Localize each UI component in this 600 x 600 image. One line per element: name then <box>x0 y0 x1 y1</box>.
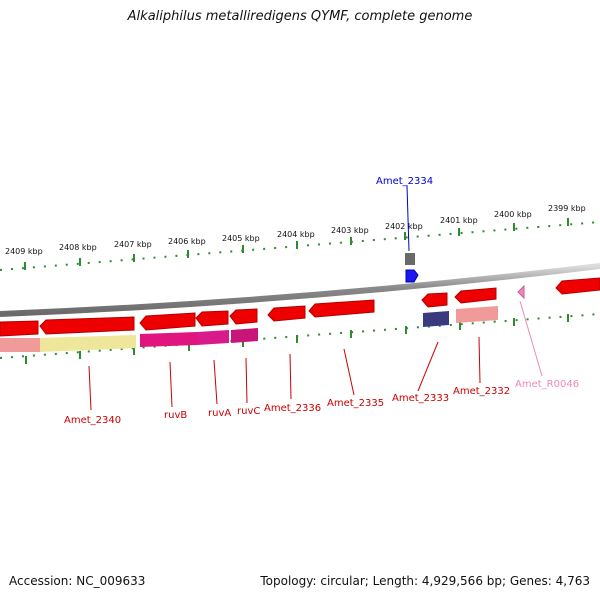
gene-class-row <box>0 306 498 352</box>
genome-title: Alkaliphilus metalliredigens QYMF, compl… <box>127 9 473 24</box>
scale-label-2405: 2405 kbp <box>222 234 260 243</box>
scale-ruler-top <box>0 221 600 271</box>
major-ticks <box>24 218 569 270</box>
class-block-pink-amet2332 <box>456 306 498 323</box>
gene-arrow-ametr0046[interactable] <box>517 284 525 300</box>
callout-line-amet2336 <box>289 353 292 400</box>
gene-arrow-ruvb[interactable] <box>139 312 196 331</box>
gene-arrow[interactable] <box>555 277 600 295</box>
callout-line-ruvc <box>245 357 248 404</box>
gene-arrow-amet2335[interactable] <box>308 299 375 318</box>
scale-ruler-bottom <box>0 313 600 359</box>
class-block-navy-amet2333 <box>423 311 449 327</box>
gene-arrow-amet2334[interactable] <box>405 269 419 283</box>
gene-label-ruvb[interactable]: ruvB <box>164 410 187 421</box>
gene-label-amet2340[interactable]: Amet_2340 <box>64 415 121 426</box>
gene-label-ruvc[interactable]: ruvC <box>237 406 260 417</box>
scale-label-2401: 2401 kbp <box>440 216 478 225</box>
scale-label-2404: 2404 kbp <box>277 230 315 239</box>
gene-arrow-amet2336[interactable] <box>267 305 306 322</box>
scale-label-2409: 2409 kbp <box>5 247 43 256</box>
gene-label-amet2333[interactable]: Amet_2333 <box>392 393 449 404</box>
gene-row-main <box>0 277 600 337</box>
scale-label-2403: 2403 kbp <box>331 226 369 235</box>
gene-label-amet2335[interactable]: Amet_2335 <box>327 398 384 409</box>
class-block-pink-left <box>0 338 40 352</box>
ruler-top-line <box>0 221 600 271</box>
scale-label-2399: 2399 kbp <box>548 204 586 213</box>
callout-line-ametr0046 <box>519 300 543 377</box>
scale-label-2408: 2408 kbp <box>59 243 97 252</box>
gene-row-plus <box>405 253 419 283</box>
backbone-arc <box>0 263 600 317</box>
gene-arrow[interactable] <box>0 320 39 337</box>
scale-label-2402: 2402 kbp <box>385 222 423 231</box>
callout-line-amet2333 <box>417 341 439 392</box>
gene-arrow-amet2332[interactable] <box>454 287 497 304</box>
gene-labels: Amet_2340 ruvB ruvA ruvC Amet_2336 Amet_… <box>64 176 579 426</box>
scale-label-2400: 2400 kbp <box>494 210 532 219</box>
genome-summary-text: Topology: circular; Length: 4,929,566 bp… <box>260 574 590 588</box>
class-block-magenta-ruva <box>197 330 229 345</box>
callout-line-amet2334 <box>406 185 410 252</box>
callout-line-amet2340 <box>88 365 92 411</box>
class-block-magenta-ruvb <box>140 332 197 347</box>
gene-arrow-ruva[interactable] <box>195 310 229 327</box>
genome-backbone <box>0 263 600 317</box>
callout-line-amet2335 <box>343 348 355 396</box>
gene-label-ametr0046[interactable]: Amet_R0046 <box>515 379 579 390</box>
gene-label-amet2332[interactable]: Amet_2332 <box>453 386 510 397</box>
scale-label-2407: 2407 kbp <box>114 240 152 249</box>
scale-labels: 2409 kbp 2408 kbp 2407 kbp 2406 kbp 2405… <box>5 204 586 256</box>
class-block-magenta-ruvc <box>231 328 258 343</box>
scale-label-2406: 2406 kbp <box>168 237 206 246</box>
callout-line-amet2332 <box>478 336 481 384</box>
ruler-bottom-line <box>0 313 600 359</box>
gene-label-ruva[interactable]: ruvA <box>208 408 231 419</box>
callout-line-ruva <box>213 359 218 405</box>
class-block-yellow-amet2340 <box>40 335 136 352</box>
gene-label-amet2334[interactable]: Amet_2334 <box>376 176 433 187</box>
gene-label-amet2336[interactable]: Amet_2336 <box>264 403 321 414</box>
gene-arrow-amet2340[interactable] <box>39 316 135 335</box>
gene-arrow-amet2333[interactable] <box>421 292 448 308</box>
callout-line-ruvb <box>169 361 173 408</box>
gene-arrow-ruvc[interactable] <box>229 308 258 325</box>
accession-text: Accession: NC_009633 <box>9 574 146 588</box>
gene-box-amet2334-gray[interactable] <box>405 253 415 265</box>
callout-lines <box>88 185 543 411</box>
